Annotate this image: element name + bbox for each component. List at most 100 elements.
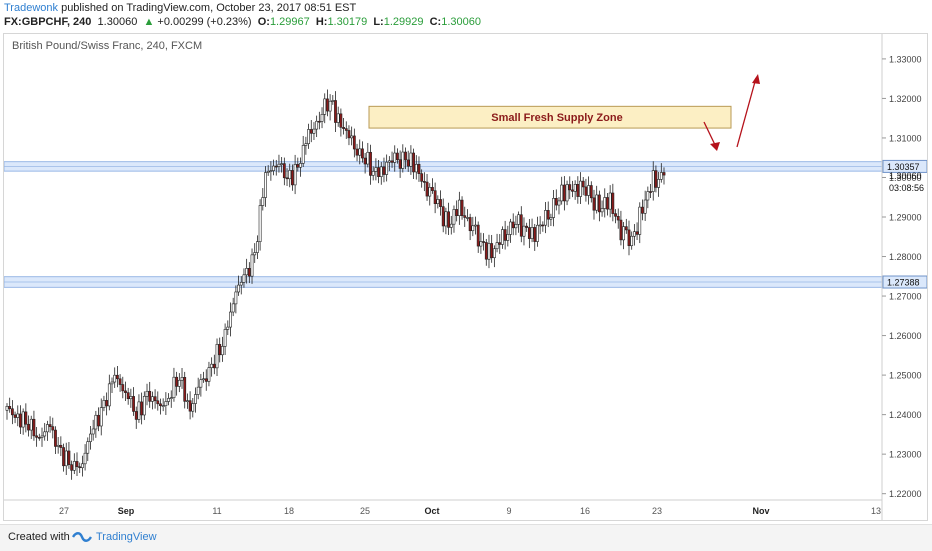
candle-body bbox=[299, 163, 302, 168]
chart-canvas[interactable]: Small Fresh Supply Zone 1.33000 1.32000 1.… bbox=[4, 34, 927, 520]
price-tick-label: 1.29000 bbox=[889, 213, 922, 223]
candle-body bbox=[296, 164, 300, 168]
candle-body bbox=[29, 418, 33, 431]
candle-body bbox=[654, 170, 658, 188]
candle-body bbox=[80, 463, 84, 469]
candle-body bbox=[62, 447, 65, 467]
candle-body bbox=[484, 242, 488, 260]
candle-body bbox=[606, 197, 609, 210]
candle-body bbox=[627, 229, 631, 247]
candle-body bbox=[339, 113, 343, 128]
author-link[interactable]: Tradewonk bbox=[4, 2, 59, 14]
candle-body bbox=[282, 163, 286, 179]
candle-body bbox=[78, 466, 82, 469]
candle-body bbox=[396, 152, 399, 160]
candle-body bbox=[221, 346, 224, 356]
time-tick-label: Oct bbox=[424, 506, 439, 516]
candle-body bbox=[323, 98, 327, 115]
tradingview-brand-link[interactable]: TradingView bbox=[96, 531, 157, 543]
candle-body bbox=[589, 185, 593, 199]
candle-body bbox=[463, 215, 467, 218]
candle-body bbox=[519, 214, 523, 237]
price-tick-label: 1.30000 bbox=[889, 173, 922, 183]
candle-body bbox=[151, 396, 154, 402]
supply-zone-label: Small Fresh Supply Zone bbox=[491, 112, 622, 124]
tradingview-logo-icon[interactable] bbox=[72, 530, 92, 544]
candle-body bbox=[527, 227, 531, 239]
candle-body bbox=[522, 225, 526, 237]
price-tick-label: 1.24000 bbox=[889, 410, 922, 420]
price-level-badge bbox=[882, 159, 927, 173]
price-level-badge bbox=[882, 275, 927, 289]
candle-body bbox=[266, 171, 270, 173]
candle-body bbox=[468, 217, 472, 232]
candle-body bbox=[390, 160, 394, 163]
footer-bar: Created with TradingView bbox=[0, 524, 932, 551]
candle-body bbox=[659, 172, 663, 180]
candle-body bbox=[635, 231, 639, 235]
publish-line: Tradewonk published on TradingView.com, … bbox=[4, 2, 356, 14]
candle-body bbox=[441, 206, 445, 227]
candle-body bbox=[342, 127, 345, 129]
price-tick-label: 1.26000 bbox=[889, 331, 922, 341]
time-tick-label: Nov bbox=[752, 506, 769, 516]
candle-body bbox=[172, 376, 176, 398]
open-label: O: bbox=[257, 16, 270, 28]
chart-title: British Pound/Swiss Franc, 240, FXCM bbox=[12, 40, 203, 52]
candle-body bbox=[549, 217, 553, 220]
candle-body bbox=[501, 229, 504, 245]
close-value: 1.30060 bbox=[441, 16, 481, 28]
candle-body bbox=[657, 179, 661, 188]
candle-body bbox=[331, 100, 335, 102]
candle-body bbox=[509, 221, 512, 235]
candle-body bbox=[328, 100, 332, 112]
candle-body bbox=[67, 450, 71, 465]
candle-body bbox=[536, 224, 539, 242]
candle-body bbox=[568, 184, 572, 191]
last-price: 1.30060 bbox=[97, 16, 138, 28]
candle-body bbox=[110, 381, 114, 385]
candle-body bbox=[417, 163, 421, 174]
candle-body bbox=[261, 197, 265, 206]
candle-body bbox=[476, 224, 480, 247]
candle-body bbox=[614, 213, 617, 217]
price-level-label: 1.30357 bbox=[887, 162, 920, 172]
candle-body bbox=[624, 226, 628, 231]
candle-body bbox=[525, 225, 529, 228]
time-tick-label: Sep bbox=[118, 506, 135, 516]
candle-body bbox=[40, 435, 44, 438]
candle-body bbox=[358, 148, 362, 156]
chart-panel[interactable]: Small Fresh Supply Zone 1.33000 1.32000 1.… bbox=[3, 33, 928, 521]
candle-body bbox=[344, 128, 348, 131]
candle-body bbox=[264, 172, 267, 198]
candle-body bbox=[571, 189, 574, 192]
open-value: 1.29967 bbox=[269, 16, 310, 28]
candle-body bbox=[632, 231, 636, 237]
candle-body bbox=[180, 377, 184, 381]
candle-body bbox=[247, 268, 251, 277]
candle-body bbox=[134, 411, 138, 420]
candle-body bbox=[490, 243, 494, 259]
price-level-label: 1.27388 bbox=[887, 278, 920, 288]
candle-body bbox=[161, 405, 165, 407]
candle-body bbox=[511, 221, 515, 229]
candle-body bbox=[315, 120, 319, 130]
candle-body bbox=[562, 184, 566, 202]
countdown-label: 03:08:56 bbox=[889, 183, 924, 193]
candle-body bbox=[231, 303, 235, 313]
time-tick-label: 9 bbox=[506, 506, 511, 516]
candle-body bbox=[239, 281, 243, 286]
candle-body bbox=[428, 187, 432, 197]
candle-body bbox=[19, 413, 22, 428]
price-tick-label: 1.27000 bbox=[889, 292, 922, 302]
candle-body bbox=[10, 408, 14, 416]
candle-body bbox=[487, 243, 491, 260]
candle-body bbox=[191, 403, 195, 412]
candle-body bbox=[307, 129, 310, 144]
price-change: +0.00299 (+0.23%) bbox=[157, 16, 252, 28]
candle-body bbox=[425, 181, 429, 197]
low-label: L: bbox=[373, 16, 384, 28]
candle-body bbox=[366, 151, 370, 165]
candle-body bbox=[638, 206, 642, 235]
candle-body bbox=[115, 374, 119, 380]
